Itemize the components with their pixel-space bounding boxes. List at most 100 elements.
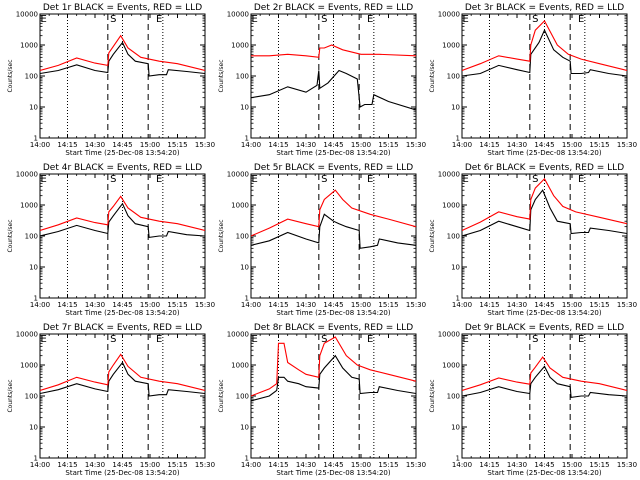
y-tick-label: 10 <box>29 104 38 112</box>
y-tick-label: 10000 <box>227 171 249 179</box>
event-marker-label: E <box>41 174 47 185</box>
panel-title: Det 1r BLACK = Events, RED = LLD <box>43 3 202 13</box>
lld-series-line <box>462 356 627 392</box>
y-tick-label: 10000 <box>16 171 38 179</box>
y-axis-label: Counts/sec <box>7 379 14 412</box>
x-tick-label: 14:00 <box>452 141 472 149</box>
y-axis-label: Counts/sec <box>429 59 436 92</box>
x-tick-label: 15:30 <box>195 301 215 309</box>
y-tick-label: 1 <box>245 455 249 463</box>
lld-series-line <box>40 353 205 392</box>
event-marker-label: S <box>321 174 327 185</box>
y-tick-label: 10000 <box>16 11 38 19</box>
panel-title: Det 8r BLACK = Events, RED = LLD <box>254 323 413 333</box>
panel-title: Det 4r BLACK = Events, RED = LLD <box>43 163 202 173</box>
panel-title: Det 5r BLACK = Events, RED = LLD <box>254 163 413 173</box>
detector-panel: Det 4r BLACK = Events, RED = LLD 1 10 100 10… <box>7 163 215 317</box>
y-tick-label: 10000 <box>438 171 460 179</box>
y-tick-label: 10 <box>240 104 249 112</box>
x-axis-label: Start Time (25-Dec-08 13:54:20) <box>65 149 179 157</box>
y-axis-label: Counts/sec <box>218 219 225 252</box>
x-tick-label: 15:00 <box>562 461 582 469</box>
x-tick-label: 15:15 <box>378 141 398 149</box>
x-tick-label: 15:00 <box>351 301 371 309</box>
x-tick-label: 14:15 <box>268 461 288 469</box>
x-tick-label: 15:30 <box>406 301 426 309</box>
x-tick-label: 15:00 <box>140 141 160 149</box>
x-tick-label: 15:00 <box>140 301 160 309</box>
x-tick-label: 14:30 <box>85 141 105 149</box>
y-tick-label: 1 <box>245 295 249 303</box>
y-tick-label: 10000 <box>227 331 249 339</box>
event-marker-label: S <box>532 14 538 25</box>
lld-series-line <box>462 19 627 72</box>
y-axis-label: Counts/sec <box>429 379 436 412</box>
x-axis-label: Start Time (25-Dec-08 13:54:20) <box>276 469 390 477</box>
event-marker-label: S <box>321 334 327 345</box>
event-marker-label: E <box>367 174 373 185</box>
events-series-line <box>462 365 627 399</box>
lld-series-line <box>40 195 205 232</box>
y-tick-label: 1 <box>245 135 249 143</box>
y-tick-label: 100 <box>236 233 249 241</box>
x-tick-label: 14:45 <box>112 141 132 149</box>
x-tick-label: 14:45 <box>534 301 554 309</box>
x-tick-label: 15:00 <box>562 301 582 309</box>
x-axis-label: Start Time (25-Dec-08 13:54:20) <box>65 469 179 477</box>
events-series-line <box>251 354 416 402</box>
x-tick-label: 15:00 <box>351 461 371 469</box>
y-tick-label: 1000 <box>20 362 38 370</box>
x-tick-label: 14:30 <box>296 301 316 309</box>
x-tick-label: 15:00 <box>140 461 160 469</box>
detector-panel: Det 1r BLACK = Events, RED = LLD 1 10 100 10… <box>7 3 215 157</box>
panel-title: Det 3r BLACK = Events, RED = LLD <box>465 3 624 13</box>
x-tick-label: 14:00 <box>30 461 50 469</box>
event-marker-label: E <box>41 14 47 25</box>
x-axis-label: Start Time (25-Dec-08 13:54:20) <box>487 149 601 157</box>
x-axis-label: Start Time (25-Dec-08 13:54:20) <box>65 309 179 317</box>
x-tick-label: 15:30 <box>195 461 215 469</box>
event-marker-label: E <box>252 334 258 345</box>
x-tick-label: 15:15 <box>589 461 609 469</box>
x-tick-label: 14:30 <box>507 301 527 309</box>
lld-series-line <box>462 177 627 231</box>
x-tick-label: 15:30 <box>406 141 426 149</box>
x-tick-label: 14:15 <box>57 301 77 309</box>
events-series-line <box>40 202 205 239</box>
events-series-line <box>40 361 205 397</box>
panel-title: Det 7r BLACK = Events, RED = LLD <box>43 323 202 333</box>
x-tick-label: 15:30 <box>195 141 215 149</box>
x-tick-label: 15:30 <box>617 141 637 149</box>
event-marker-label: E <box>463 14 469 25</box>
x-tick-label: 14:30 <box>85 461 105 469</box>
x-tick-label: 14:45 <box>323 141 343 149</box>
y-tick-label: 10000 <box>438 11 460 19</box>
y-tick-label: 1000 <box>231 202 249 210</box>
lld-series-line <box>40 34 205 72</box>
x-tick-label: 15:30 <box>617 301 637 309</box>
x-axis-label: Start Time (25-Dec-08 13:54:20) <box>276 309 390 317</box>
x-tick-label: 15:30 <box>617 461 637 469</box>
event-marker-label: E <box>578 14 584 25</box>
x-tick-label: 14:45 <box>323 301 343 309</box>
y-axis-label: Counts/sec <box>7 219 14 252</box>
x-tick-label: 14:00 <box>30 301 50 309</box>
detector-panel: Det 8r BLACK = Events, RED = LLD 1 10 100 10… <box>218 323 426 477</box>
detector-panel: Det 7r BLACK = Events, RED = LLD 1 10 100 10… <box>7 323 215 477</box>
x-tick-label: 14:00 <box>452 301 472 309</box>
x-axis-label: Start Time (25-Dec-08 13:54:20) <box>487 309 601 317</box>
x-tick-label: 14:30 <box>507 461 527 469</box>
y-tick-label: 1000 <box>442 202 460 210</box>
detector-panel: Det 6r BLACK = Events, RED = LLD 1 10 100 10… <box>429 163 637 317</box>
y-tick-label: 10 <box>451 104 460 112</box>
x-tick-label: 14:15 <box>268 301 288 309</box>
event-marker-label: S <box>532 334 538 345</box>
y-tick-label: 10 <box>451 264 460 272</box>
y-tick-label: 100 <box>447 73 460 81</box>
x-tick-label: 14:00 <box>241 141 261 149</box>
event-marker-label: S <box>110 14 116 25</box>
event-marker-label: E <box>578 334 584 345</box>
y-tick-label: 10 <box>240 264 249 272</box>
lld-series-line <box>251 44 416 58</box>
x-tick-label: 15:00 <box>351 141 371 149</box>
